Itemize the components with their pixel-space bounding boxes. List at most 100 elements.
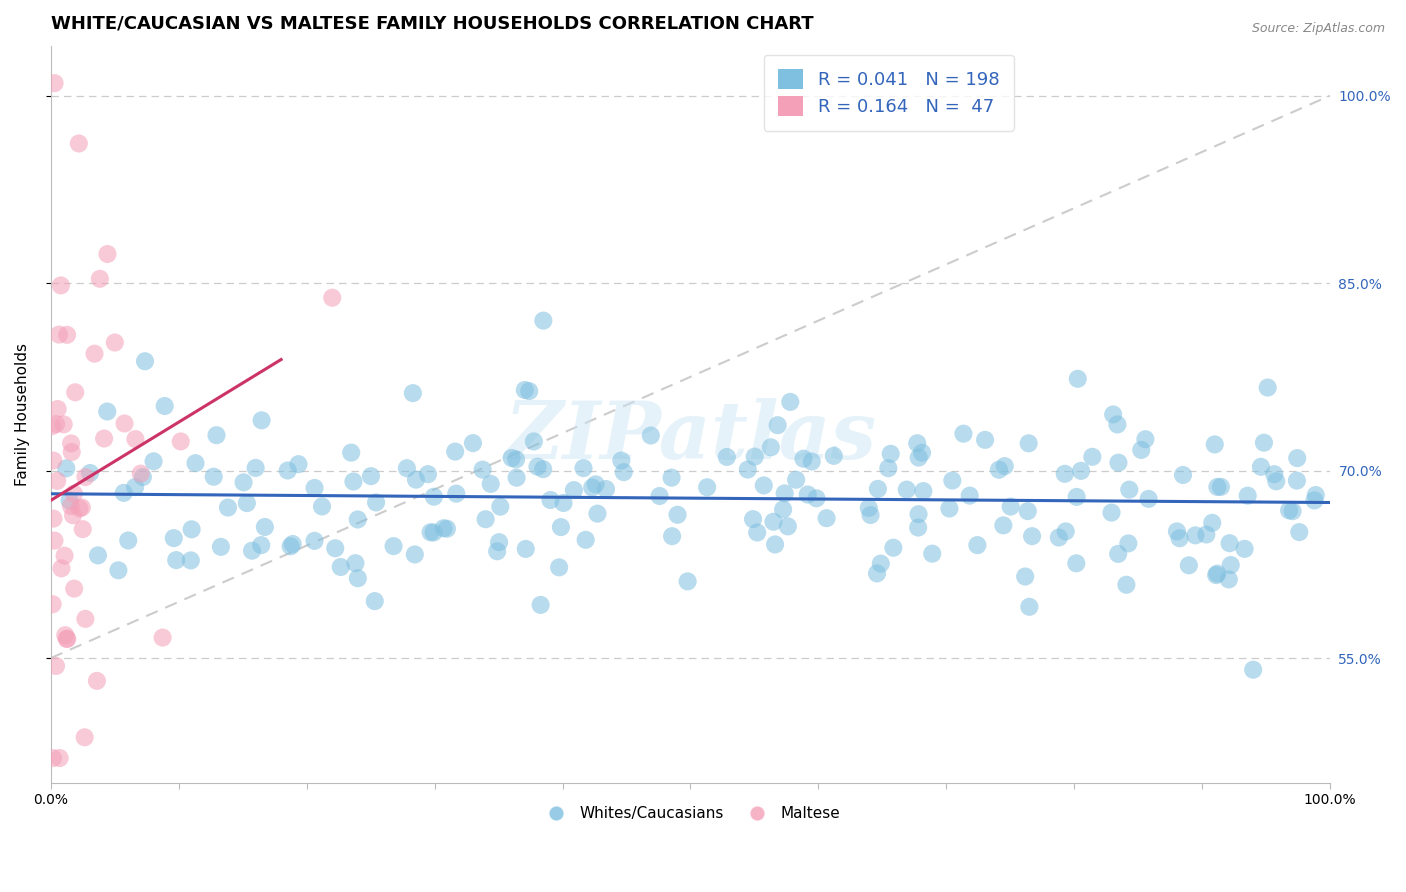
Point — [1047, 531, 1070, 545]
Point — [41, 597, 63, 611]
Point — [416, 467, 439, 482]
Point — [62, 508, 84, 523]
Point — [180, 553, 202, 567]
Point — [86, 673, 108, 688]
Point — [364, 495, 387, 509]
Point — [236, 496, 259, 510]
Point — [79, 466, 101, 480]
Point — [531, 313, 554, 327]
Point — [153, 399, 176, 413]
Point — [433, 521, 456, 535]
Point — [1081, 450, 1104, 464]
Point — [529, 598, 551, 612]
Point — [479, 476, 502, 491]
Point — [1206, 566, 1229, 581]
Point — [1066, 490, 1088, 504]
Point — [180, 522, 202, 536]
Point — [402, 386, 425, 401]
Point — [747, 525, 769, 540]
Point — [1236, 489, 1258, 503]
Point — [896, 483, 918, 497]
Point — [907, 450, 929, 465]
Point — [277, 463, 299, 477]
Point — [253, 520, 276, 534]
Text: WHITE/CAUCASIAN VS MALTESE FAMILY HOUSEHOLDS CORRELATION CHART: WHITE/CAUCASIAN VS MALTESE FAMILY HOUSEH… — [51, 15, 814, 33]
Point — [581, 481, 603, 495]
Point — [59, 499, 82, 513]
Point — [419, 525, 441, 540]
Point — [526, 459, 548, 474]
Point — [879, 447, 901, 461]
Point — [553, 496, 575, 510]
Point — [422, 525, 444, 540]
Point — [104, 335, 127, 350]
Point — [661, 470, 683, 484]
Point — [907, 507, 929, 521]
Point — [46, 402, 69, 417]
Point — [202, 469, 225, 483]
Point — [132, 470, 155, 484]
Point — [994, 459, 1017, 474]
Point — [905, 436, 928, 450]
Point — [744, 450, 766, 464]
Point — [966, 538, 988, 552]
Point — [1135, 432, 1157, 446]
Point — [52, 417, 75, 432]
Point — [779, 395, 801, 409]
Point — [344, 556, 367, 570]
Point — [56, 327, 79, 342]
Point — [1195, 527, 1218, 541]
Point — [1168, 531, 1191, 545]
Point — [938, 501, 960, 516]
Point — [112, 486, 135, 500]
Point — [342, 475, 364, 489]
Point — [501, 450, 523, 465]
Point — [772, 502, 794, 516]
Point — [42, 751, 65, 765]
Point — [907, 520, 929, 534]
Point — [93, 432, 115, 446]
Point — [63, 486, 86, 500]
Point — [56, 632, 79, 646]
Point — [209, 540, 232, 554]
Point — [45, 659, 67, 673]
Point — [1257, 380, 1279, 394]
Text: ZIPatlas: ZIPatlas — [505, 398, 876, 475]
Point — [1070, 464, 1092, 478]
Point — [911, 446, 934, 460]
Point — [42, 511, 65, 525]
Point — [959, 489, 981, 503]
Point — [1102, 408, 1125, 422]
Point — [1206, 480, 1229, 494]
Point — [63, 582, 86, 596]
Point — [124, 480, 146, 494]
Point — [610, 453, 633, 467]
Point — [51, 561, 73, 575]
Point — [1101, 506, 1123, 520]
Point — [1285, 474, 1308, 488]
Point — [321, 291, 343, 305]
Point — [55, 461, 77, 475]
Point — [114, 417, 136, 431]
Point — [737, 462, 759, 476]
Point — [73, 731, 96, 745]
Point — [461, 436, 484, 450]
Point — [53, 549, 76, 563]
Point — [67, 136, 90, 151]
Point — [217, 500, 239, 515]
Point — [42, 453, 65, 467]
Legend: Whites/Caucasians, Maltese: Whites/Caucasians, Maltese — [534, 800, 846, 827]
Point — [1166, 524, 1188, 539]
Point — [531, 462, 554, 476]
Point — [48, 327, 70, 342]
Point — [60, 445, 83, 459]
Point — [550, 520, 572, 534]
Point — [134, 354, 156, 368]
Point — [44, 76, 66, 90]
Point — [1178, 558, 1201, 573]
Point — [974, 433, 997, 447]
Point — [347, 571, 370, 585]
Point — [436, 522, 458, 536]
Point — [613, 465, 636, 479]
Point — [640, 428, 662, 442]
